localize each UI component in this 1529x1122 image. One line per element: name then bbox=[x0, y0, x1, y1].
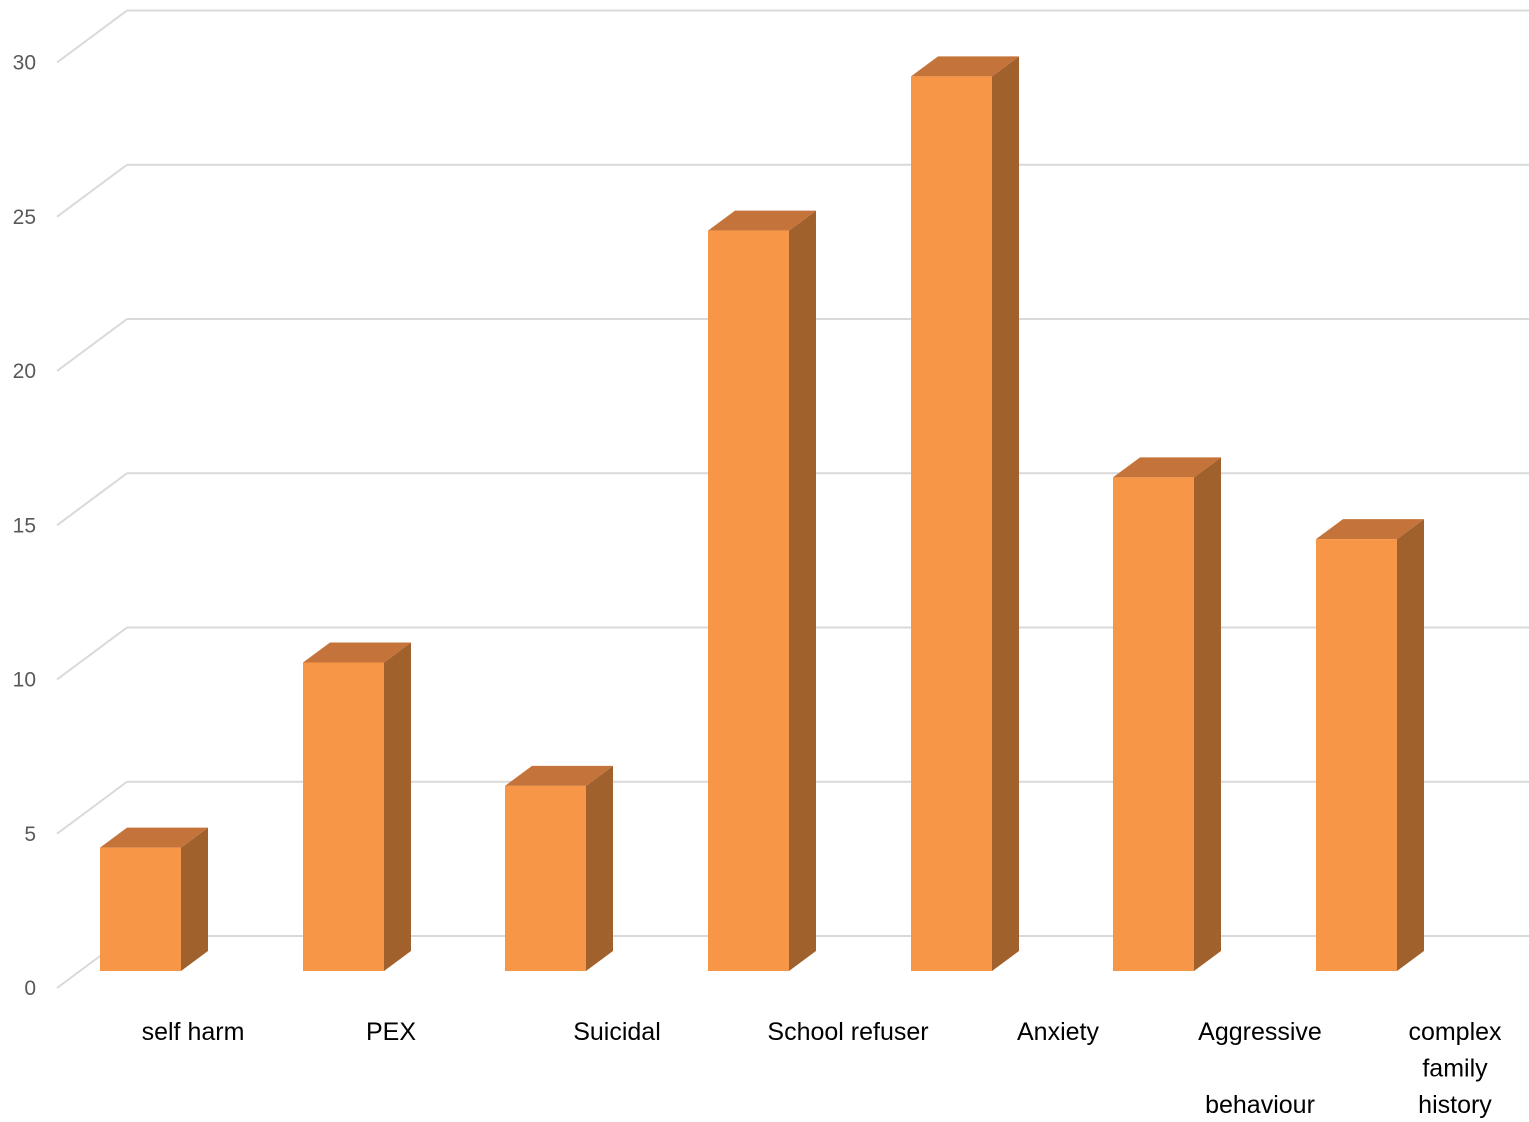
gridline-diagonal bbox=[56, 318, 128, 372]
bar-top-face bbox=[911, 56, 1019, 77]
x-category-label-line: history bbox=[1418, 1091, 1492, 1119]
bar-side-face bbox=[1194, 457, 1221, 971]
bar-front-face bbox=[303, 662, 384, 971]
bar bbox=[911, 56, 1019, 972]
x-category-label-line: Anxiety bbox=[1017, 1018, 1099, 1046]
x-category-label: Anxiety bbox=[1017, 1018, 1099, 1046]
bar bbox=[100, 827, 208, 971]
x-category-label: School refuser bbox=[767, 1018, 928, 1046]
bars bbox=[100, 56, 1424, 972]
x-category-label: Aggressive behaviour bbox=[1198, 1018, 1322, 1119]
y-tick-label: 10 bbox=[13, 669, 36, 692]
gridline-diagonal bbox=[56, 472, 128, 527]
bar bbox=[303, 642, 411, 971]
bar bbox=[1113, 457, 1221, 971]
y-axis-ticks: 0 5 10 15 20 25 30 bbox=[13, 52, 36, 1001]
y-tick-label: 25 bbox=[13, 206, 36, 229]
bar bbox=[1316, 519, 1424, 971]
bar-top-face bbox=[1113, 457, 1221, 478]
gridline-diagonal bbox=[56, 780, 128, 835]
bar-front-face bbox=[100, 847, 181, 971]
bar-side-face bbox=[586, 765, 613, 971]
bar-top-face bbox=[1316, 519, 1424, 540]
x-category-label-line: Aggressive bbox=[1198, 1018, 1322, 1046]
gridline-diagonal bbox=[56, 626, 128, 681]
bar bbox=[708, 210, 816, 972]
x-category-label-line: behaviour bbox=[1205, 1091, 1315, 1119]
bar-side-face bbox=[992, 56, 1019, 972]
x-category-label-line: Suicidal bbox=[573, 1018, 661, 1046]
x-category-label-line: School refuser bbox=[767, 1018, 928, 1046]
bar-front-face bbox=[911, 76, 992, 972]
bar-front-face bbox=[505, 785, 586, 971]
x-category-label-line: PEX bbox=[366, 1018, 416, 1046]
bar-top-face bbox=[708, 210, 816, 231]
bar-side-face bbox=[181, 827, 208, 971]
x-category-label-line: complex bbox=[1408, 1018, 1502, 1046]
bar-side-face bbox=[789, 210, 816, 972]
bar-side-face bbox=[384, 642, 411, 971]
bar-front-face bbox=[1316, 539, 1397, 971]
x-category-label: Suicidal bbox=[573, 1018, 661, 1046]
x-axis-labels: self harm PEX Suicidal School refuser Anxiet… bbox=[142, 1018, 1502, 1119]
x-category-label: complex family history bbox=[1408, 1018, 1502, 1119]
x-category-label: PEX bbox=[366, 1018, 416, 1046]
x-category-label-line: family bbox=[1422, 1055, 1488, 1083]
gridline-diagonal bbox=[56, 9, 128, 64]
bar-top-face bbox=[505, 765, 613, 786]
bar bbox=[505, 765, 613, 971]
bar-top-face bbox=[100, 827, 208, 848]
gridline-diagonal bbox=[56, 163, 128, 218]
y-tick-label: 20 bbox=[13, 360, 36, 383]
y-tick-label: 0 bbox=[24, 977, 36, 1000]
y-tick-label: 30 bbox=[13, 52, 36, 75]
bar-top-face bbox=[303, 642, 411, 663]
bar-side-face bbox=[1397, 519, 1424, 971]
y-tick-label: 5 bbox=[24, 823, 36, 846]
bar-front-face bbox=[1113, 477, 1194, 971]
x-category-label: self harm bbox=[142, 1018, 245, 1046]
y-tick-label: 15 bbox=[13, 514, 36, 537]
x-category-label-line: self harm bbox=[142, 1018, 245, 1046]
bar-front-face bbox=[708, 230, 789, 972]
